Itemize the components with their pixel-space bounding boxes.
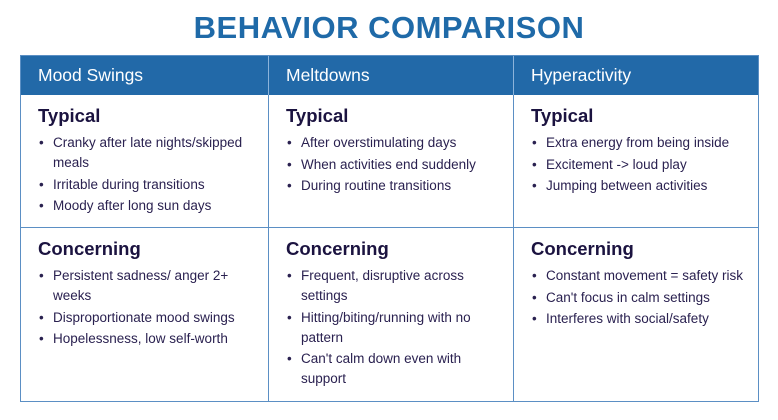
bullet-list: Extra energy from being inside Excitemen… xyxy=(531,133,747,196)
list-item: When activities end suddenly xyxy=(286,155,503,175)
list-item: Interferes with social/safety xyxy=(531,309,747,329)
column-header-mood-swings: Mood Swings xyxy=(21,56,269,95)
list-item: Constant movement = safety risk xyxy=(531,266,747,286)
comparison-table: Mood Swings Meltdowns Hyperactivity Typi… xyxy=(20,55,759,402)
section-heading-typical: Typical xyxy=(531,105,594,126)
typical-row: Typical Cranky after late nights/skipped… xyxy=(21,95,758,228)
column-header-hyperactivity: Hyperactivity xyxy=(531,65,632,85)
section-heading-concerning: Concerning xyxy=(286,238,389,259)
list-item: Disproportionate mood swings xyxy=(38,308,258,328)
list-item: Can't calm down even with support xyxy=(286,349,503,389)
list-item: Can't focus in calm settings xyxy=(531,288,747,308)
cell-hyperactivity-typical: Typical Extra energy from being inside E… xyxy=(514,95,757,227)
bullet-list: Cranky after late nights/skipped meals I… xyxy=(38,133,258,216)
section-heading-concerning: Concerning xyxy=(531,238,634,259)
section-heading-concerning: Concerning xyxy=(38,238,141,259)
list-item: Frequent, disruptive across settings xyxy=(286,266,503,306)
list-item: Extra energy from being inside xyxy=(531,133,747,153)
concerning-row: Concerning Persistent sadness/ anger 2+ … xyxy=(21,228,758,401)
list-item: Persistent sadness/ anger 2+ weeks xyxy=(38,266,258,306)
list-item: Jumping between activities xyxy=(531,176,747,196)
list-item: Hitting/biting/running with no pattern xyxy=(286,308,503,348)
column-header-meltdowns: Meltdowns xyxy=(269,56,514,95)
bullet-list: Persistent sadness/ anger 2+ weeks Dispr… xyxy=(38,266,258,349)
section-heading-typical: Typical xyxy=(286,105,349,126)
list-item: During routine transitions xyxy=(286,176,503,196)
list-item: Moody after long sun days xyxy=(38,196,258,216)
bullet-list: After overstimulating days When activiti… xyxy=(286,133,503,196)
bullet-list: Constant movement = safety risk Can't fo… xyxy=(531,266,747,329)
bullet-list: Frequent, disruptive across settings Hit… xyxy=(286,266,503,389)
cell-mood-swings-concerning: Concerning Persistent sadness/ anger 2+ … xyxy=(21,228,269,401)
list-item: Hopelessness, low self-worth xyxy=(38,329,258,349)
table-header-row: Mood Swings Meltdowns Hyperactivity xyxy=(21,56,758,95)
cell-meltdowns-concerning: Concerning Frequent, disruptive across s… xyxy=(269,228,514,401)
list-item: Cranky after late nights/skipped meals xyxy=(38,133,258,173)
cell-mood-swings-typical: Typical Cranky after late nights/skipped… xyxy=(21,95,269,227)
page-title: BEHAVIOR COMPARISON xyxy=(193,10,585,45)
list-item: Irritable during transitions xyxy=(38,175,258,195)
section-heading-typical: Typical xyxy=(38,105,101,126)
list-item: After overstimulating days xyxy=(286,133,503,153)
list-item: Excitement -> loud play xyxy=(531,155,747,175)
cell-hyperactivity-concerning: Concerning Constant movement = safety ri… xyxy=(514,228,757,401)
cell-meltdowns-typical: Typical After overstimulating days When … xyxy=(269,95,514,227)
